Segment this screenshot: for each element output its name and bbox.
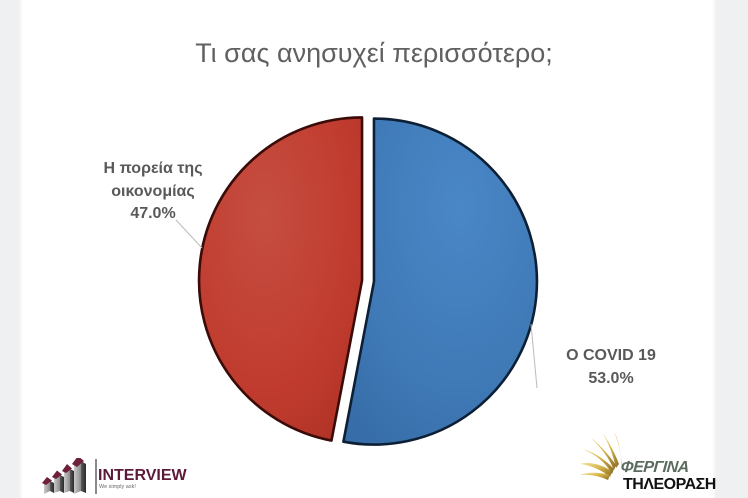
svg-text:We simply ask!: We simply ask! bbox=[99, 484, 136, 490]
svg-text:INTERVIEW: INTERVIEW bbox=[98, 467, 188, 484]
svg-text:ΦΕΡΓΙΝΑ: ΦΕΡΓΙΝΑ bbox=[620, 459, 689, 476]
svg-text:ΤΗΛΕΟΡΑΣΗ: ΤΗΛΕΟΡΑΣΗ bbox=[623, 476, 716, 493]
